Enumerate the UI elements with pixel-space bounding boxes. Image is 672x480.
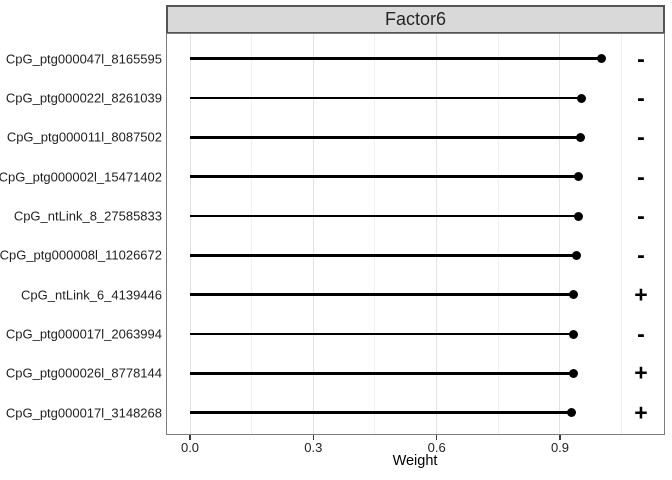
lollipop-point	[567, 408, 577, 418]
y-axis-label: CpG_ntLink_6_4139446	[21, 287, 162, 303]
lollipop-stem	[190, 372, 574, 375]
y-axis-label: CpG_ntLink_8_27585833	[13, 208, 162, 224]
y-axis-label: CpG_ptg000002l_15471402	[0, 169, 162, 185]
y-axis-label: CpG_ptg000022l_8261039	[5, 90, 162, 106]
lollipop-point	[571, 250, 581, 260]
sign-label: -	[637, 45, 645, 72]
y-axis-label: CpG_ptg000017l_3148268	[5, 405, 162, 421]
sign-label: -	[637, 241, 645, 268]
y-axis-label: CpG_ptg000026l_8778144	[5, 365, 162, 381]
x-tick-mark	[312, 435, 315, 440]
lollipop-stem	[190, 175, 579, 178]
plot-panel	[166, 33, 665, 435]
lollipop-point	[568, 329, 578, 339]
gridline-major	[189, 34, 191, 434]
facet-strip: Factor6	[166, 5, 665, 34]
lollipop-stem	[190, 57, 602, 60]
lollipop-stem	[190, 332, 574, 336]
x-tick-mark	[435, 435, 438, 440]
sign-label: -	[637, 123, 645, 150]
lollipop-point	[597, 54, 607, 64]
lollipop-stem	[190, 411, 572, 414]
lollipop-stem	[190, 136, 581, 139]
lollipop-point	[568, 368, 578, 378]
gridline-minor	[621, 34, 623, 434]
x-tick-label: 0.6	[427, 440, 446, 455]
facet-strip-title: Factor6	[384, 9, 447, 29]
lollipop-point	[569, 290, 579, 300]
x-tick-label: 0.9	[550, 440, 570, 455]
lollipop-stem	[190, 96, 582, 100]
gridline-major	[312, 34, 314, 434]
y-axis-label: CpG_ptg000008l_11026672	[0, 247, 162, 263]
y-axis-label: CpG_ptg000047l_8165595	[5, 51, 162, 67]
gridline-minor	[251, 34, 253, 434]
gridline-minor	[374, 34, 376, 434]
sign-label: +	[634, 359, 648, 386]
gridline-major	[559, 34, 561, 434]
x-tick-mark	[559, 435, 561, 440]
lollipop-point	[575, 132, 585, 142]
sign-label: -	[637, 84, 645, 111]
x-tick-mark	[189, 435, 191, 440]
lollipop-stem	[190, 293, 574, 296]
sign-label: +	[634, 399, 648, 426]
lollipop-stem	[190, 254, 577, 257]
gridline-minor	[497, 34, 499, 434]
sign-label: -	[637, 320, 645, 347]
gridline-major	[436, 34, 438, 434]
lollipop-stem	[190, 214, 579, 218]
x-tick-label: 0.0	[180, 440, 200, 455]
y-axis-label: CpG_ptg000017l_2063994	[5, 326, 162, 342]
sign-label: +	[634, 281, 648, 308]
lollipop-point	[573, 211, 583, 221]
x-tick-label: 0.3	[304, 440, 323, 455]
lollipop-point	[577, 93, 587, 103]
sign-label: -	[637, 163, 645, 190]
x-axis-title: Weight	[392, 453, 438, 469]
sign-label: -	[637, 202, 645, 229]
lollipop-point	[574, 172, 584, 182]
y-axis-label: CpG_ptg000011l_8087502	[6, 129, 162, 145]
